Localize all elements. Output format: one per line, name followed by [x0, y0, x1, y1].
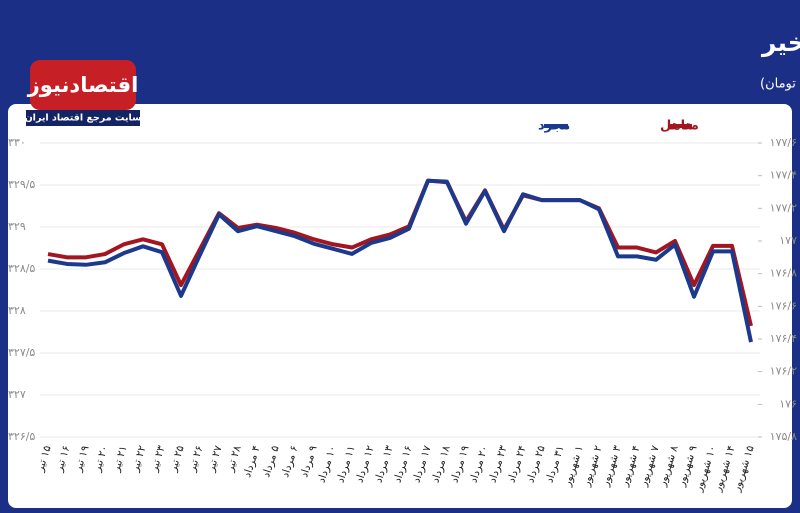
y2-tick-label: ۱۷۷/۴ [770, 169, 797, 182]
legend-label: مجرد [538, 119, 570, 134]
subtitle: (واحد: میلیون تومان) [760, 77, 800, 92]
y2-tick-label: ۱۷۶/۲ [770, 365, 797, 378]
y2-tick-label: ۱۷۶/۶ [770, 299, 797, 312]
y-tick-label: ۳۲۸ [8, 304, 26, 317]
y2-tick-label: ۱۷۶/۸ [770, 267, 797, 280]
y-tick-label: ۳۲۷/۵ [8, 346, 35, 359]
series-line [47, 178, 753, 343]
y-tick-label: ۳۲۷ [8, 388, 26, 401]
y-tick-label: ۳۲۹/۵ [8, 178, 35, 191]
y-tick-label: ۳۳۰ [8, 136, 26, 149]
legend-label: متاهل [660, 119, 699, 134]
y-tick-label: ۳۲۶/۵ [8, 430, 35, 443]
y-tick-label: ۳۲۹ [8, 220, 26, 233]
logo-box [30, 60, 136, 110]
chart-title: | روند هزینه نهایی وام مسکن دردو ماه اخی… [760, 28, 800, 58]
y2-tick-label: ۱۷۵/۸ [770, 430, 797, 443]
series-line [47, 178, 753, 327]
logo-name: اقتصادنیوز [27, 73, 139, 97]
logo-tag-box [26, 110, 140, 126]
title-text: روند هزینه نهایی وام مسکن دردو ماه اخیر [760, 28, 800, 58]
y2-tick-label: ۱۷۶ [779, 397, 797, 410]
logo-tagline: سایت مرجع اقتصاد ایران [25, 113, 142, 124]
y2-tick-label: ۱۷۷ [779, 234, 797, 247]
y2-tick-label: ۱۷۶/۴ [770, 332, 797, 345]
y2-tick-label: ۱۷۷/۶ [770, 136, 797, 149]
y-tick-label: ۳۲۸/۵ [8, 262, 35, 275]
y2-tick-label: ۱۷۷/۲ [770, 201, 797, 214]
